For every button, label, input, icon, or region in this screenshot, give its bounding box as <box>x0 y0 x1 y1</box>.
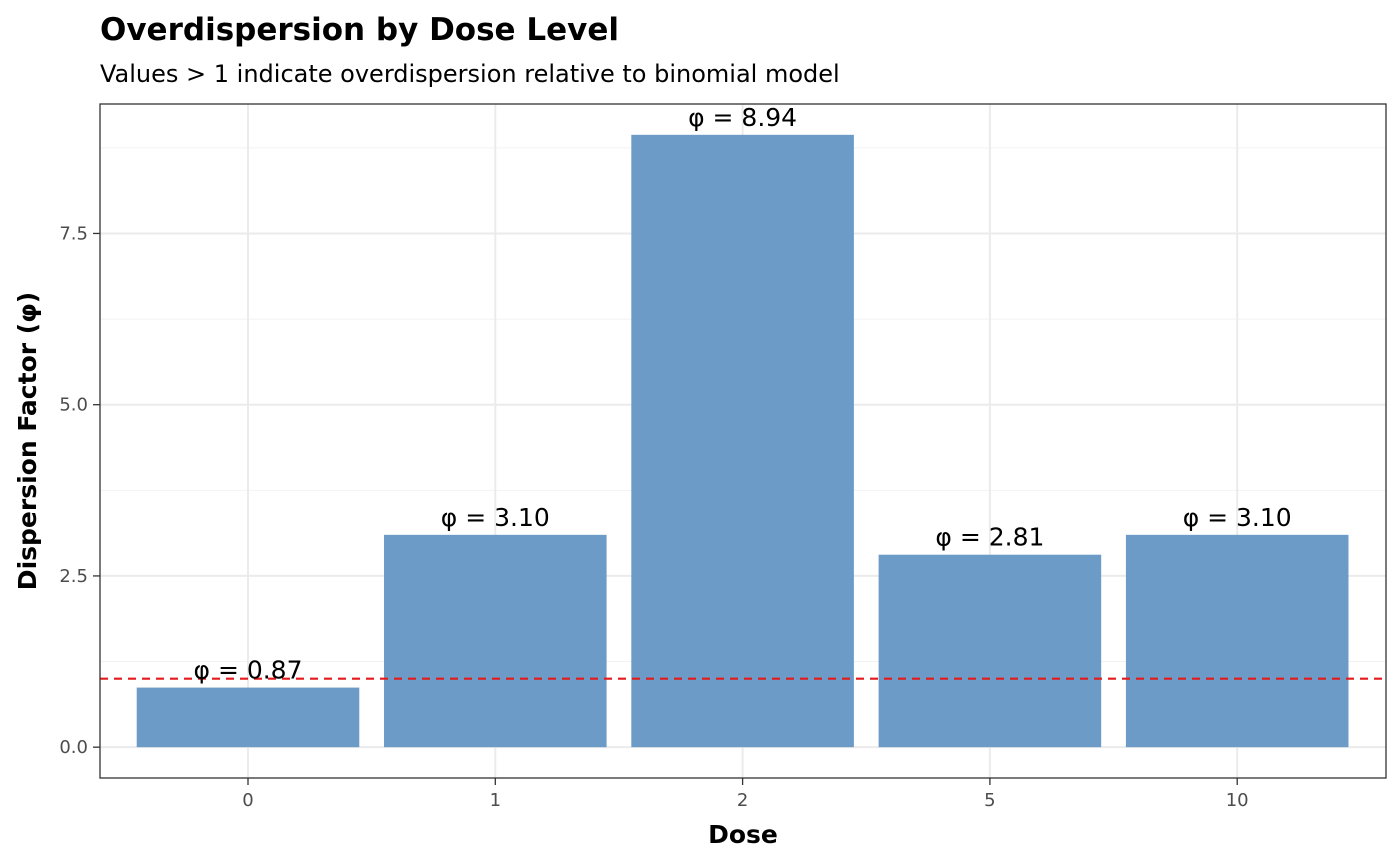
x-tick-label: 5 <box>984 790 995 811</box>
bar-dose-0 <box>136 687 360 748</box>
chart-subtitle: Values > 1 indicate overdispersion relat… <box>100 60 840 88</box>
x-tick-label: 10 <box>1226 790 1249 811</box>
x-axis-title: Dose <box>708 820 778 849</box>
y-tick-label: 5.0 <box>59 395 88 416</box>
data-label-dose-2: φ = 8.94 <box>688 103 797 132</box>
x-tick-label: 2 <box>737 790 748 811</box>
x-tick-label: 0 <box>242 790 253 811</box>
data-label-dose-1: φ = 3.10 <box>441 503 550 532</box>
data-label-dose-0: φ = 0.87 <box>194 656 303 685</box>
bar-dose-10 <box>1125 534 1349 748</box>
bar-dose-5 <box>878 554 1102 748</box>
data-label-dose-10: φ = 3.10 <box>1183 503 1292 532</box>
x-tick-label: 1 <box>490 790 501 811</box>
y-axis-title: Dispersion Factor (φ) <box>13 292 42 590</box>
axes: 0.0 2.5 5.0 7.5 0 1 2 5 10 <box>59 223 1248 811</box>
y-tick-label: 7.5 <box>59 223 88 244</box>
data-labels: φ = 0.87 φ = 3.10 φ = 8.94 φ = 2.81 φ = 3.10 <box>194 103 1292 685</box>
y-tick-label: 2.5 <box>59 566 88 587</box>
bars <box>136 134 1349 748</box>
bar-dose-1 <box>384 534 607 748</box>
data-label-dose-5: φ = 2.81 <box>935 523 1044 552</box>
y-tick-label: 0.0 <box>59 737 88 758</box>
bar-dose-2 <box>631 134 854 748</box>
chart-title: Overdispersion by Dose Level <box>100 12 619 48</box>
